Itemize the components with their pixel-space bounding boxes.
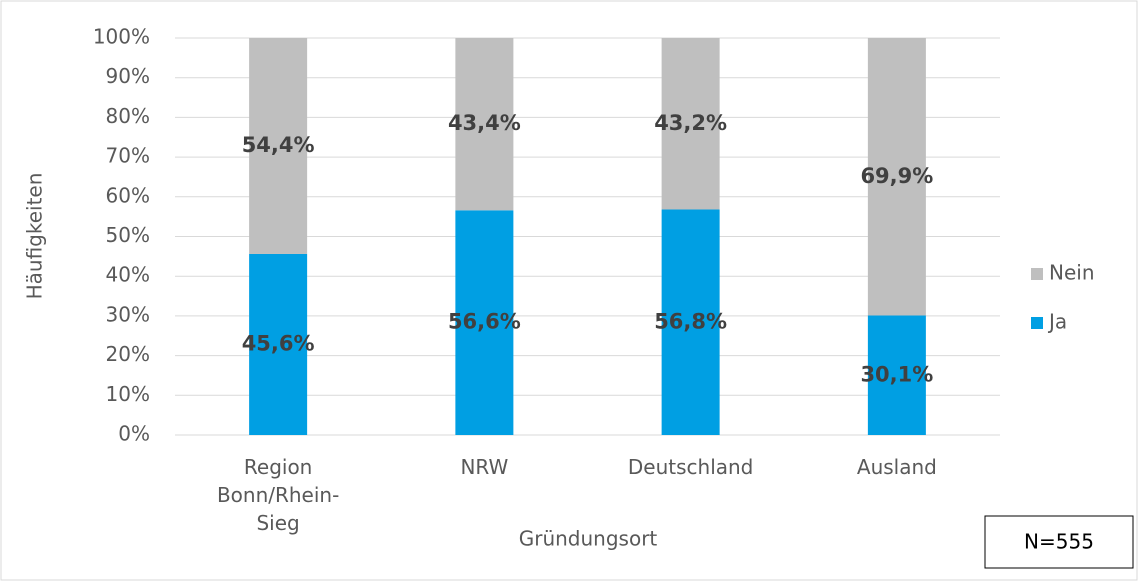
y-tick-label: 90% bbox=[106, 64, 150, 88]
bar-segment bbox=[867, 315, 926, 435]
y-tick-label: 0% bbox=[118, 422, 150, 446]
legend-swatch bbox=[1031, 268, 1043, 280]
legend-swatch bbox=[1031, 317, 1043, 329]
bar-segment bbox=[661, 38, 720, 210]
annotation: N=555 bbox=[1024, 530, 1094, 554]
value-label: 56,8% bbox=[654, 309, 727, 333]
bar-segment bbox=[249, 38, 308, 254]
y-tick-label: 70% bbox=[106, 144, 150, 168]
value-label: 30,1% bbox=[860, 362, 933, 386]
value-label: 43,4% bbox=[448, 111, 521, 135]
annotation-box bbox=[984, 515, 1134, 569]
x-tick-label: Ausland bbox=[856, 455, 937, 479]
legend-label: Ja bbox=[1047, 310, 1067, 334]
value-label: 54,4% bbox=[242, 133, 315, 157]
y-tick-label: 10% bbox=[106, 382, 150, 406]
y-tick-label: 50% bbox=[106, 223, 150, 247]
x-axis-label: Gründungsort bbox=[519, 527, 658, 551]
y-axis-label: Häufigkeiten bbox=[23, 173, 47, 300]
bar-segment bbox=[867, 38, 926, 316]
x-tick-label: Deutschland bbox=[627, 455, 754, 479]
x-tick-label: Region Bonn/Rhein-Sieg bbox=[216, 455, 340, 535]
value-label: 69,9% bbox=[860, 164, 933, 188]
y-tick-label: 60% bbox=[106, 183, 150, 207]
bar-segment bbox=[455, 210, 514, 435]
x-tick-label: NRW bbox=[460, 455, 509, 479]
bar-segment bbox=[661, 209, 720, 435]
value-label: 45,6% bbox=[242, 331, 315, 355]
value-label: 56,6% bbox=[448, 310, 521, 334]
y-tick-label: 20% bbox=[106, 342, 150, 366]
bar-segment bbox=[249, 253, 308, 435]
y-tick-label: 80% bbox=[106, 104, 150, 128]
y-tick-label: 30% bbox=[106, 302, 150, 326]
bar-segment bbox=[455, 38, 514, 211]
value-label: 43,2% bbox=[654, 111, 727, 135]
y-tick-label: 40% bbox=[106, 263, 150, 287]
y-tick-label: 100% bbox=[93, 25, 150, 49]
legend-label: Nein bbox=[1049, 261, 1095, 285]
